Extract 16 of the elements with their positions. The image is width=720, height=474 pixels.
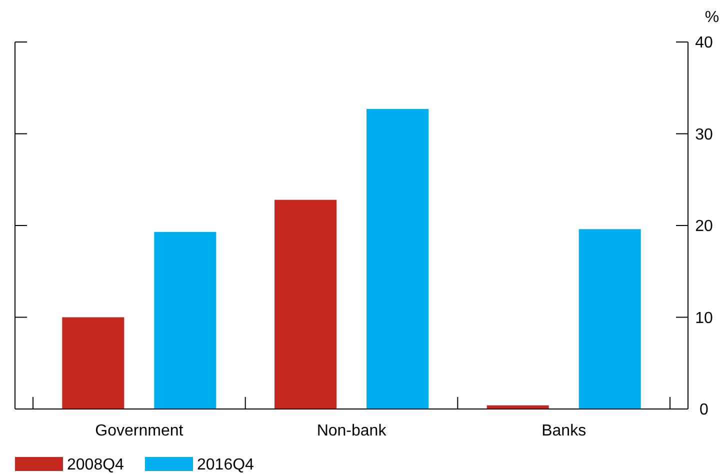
y-axis-title: %: [704, 9, 720, 26]
legend-label: 2016Q4: [197, 456, 254, 474]
bar: [62, 317, 124, 409]
bar: [578, 229, 641, 409]
legend-label: 2008Q4: [67, 456, 124, 474]
x-tick-label: Government: [95, 422, 184, 440]
bar: [366, 108, 428, 409]
bar: [274, 200, 336, 409]
bar: [154, 232, 216, 409]
y-tick-label: 30: [695, 126, 713, 144]
x-tick-label: Non-bank: [316, 422, 388, 440]
y-tick-label: 40: [695, 34, 713, 52]
y-tick-label: 20: [695, 218, 713, 236]
y-tick-label: 10: [695, 310, 713, 327]
x-tick-label: Banks: [542, 422, 586, 440]
y-tick-label: 0: [700, 402, 709, 419]
